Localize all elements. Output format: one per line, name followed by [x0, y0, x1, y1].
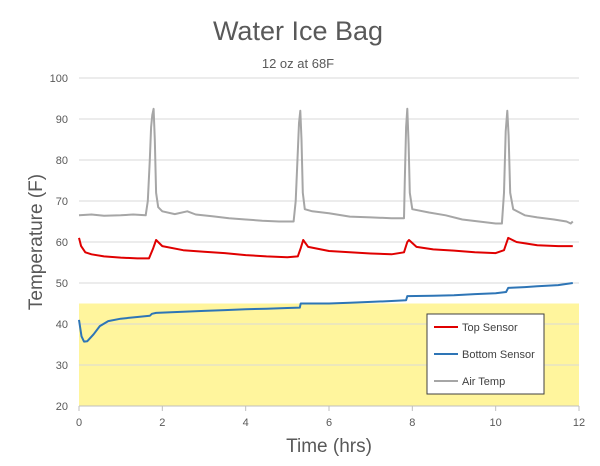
y-tick-label-60: 60 — [56, 237, 68, 249]
x-tick-label-12: 12 — [573, 417, 585, 429]
chart-subtitle: 12 oz at 68F — [262, 56, 334, 71]
series-line-top-sensor — [78, 236, 573, 260]
legend-item-bottom-sensor: Bottom Sensor — [434, 349, 535, 361]
legend-label-bottom-sensor: Bottom Sensor — [462, 349, 535, 361]
legend-label-air-temp: Air Temp — [462, 376, 505, 388]
series-layer — [78, 107, 574, 343]
series-line-bottom-sensor — [78, 282, 573, 343]
y-tick-label-70: 70 — [56, 196, 68, 208]
y-axis-label: Temperature (F) — [26, 174, 47, 310]
y-tick-label-90: 90 — [56, 114, 68, 126]
legend-item-top-sensor: Top Sensor — [434, 322, 518, 334]
x-tick-label-6: 6 — [326, 417, 332, 429]
gridline-layer — [79, 77, 579, 366]
y-tick-label-80: 80 — [56, 155, 68, 167]
x-axis-label: Time (hrs) — [286, 436, 372, 457]
x-tick-label-0: 0 — [76, 417, 82, 429]
series-line-air-temp — [78, 107, 574, 225]
x-tick-label-8: 8 — [409, 417, 415, 429]
y-tick-label-50: 50 — [56, 278, 68, 290]
y-tick-label-30: 30 — [56, 360, 68, 372]
legend-item-air-temp: Air Temp — [434, 376, 505, 388]
x-tick-label-2: 2 — [159, 417, 165, 429]
x-tick-label-4: 4 — [243, 417, 249, 429]
y-tick-label-20: 20 — [56, 401, 68, 413]
y-tick-label-100: 100 — [50, 73, 68, 85]
legend: Top Sensor Bottom Sensor Air Temp — [426, 313, 545, 395]
axis-layer: 20 30 40 50 60 70 80 90 100 0 2 4 6 8 10 12 — [50, 73, 585, 429]
legend-label-top-sensor: Top Sensor — [462, 322, 518, 334]
y-tick-label-40: 40 — [56, 319, 68, 331]
chart-title: Water Ice Bag — [213, 16, 383, 46]
x-tick-label-10: 10 — [490, 417, 502, 429]
